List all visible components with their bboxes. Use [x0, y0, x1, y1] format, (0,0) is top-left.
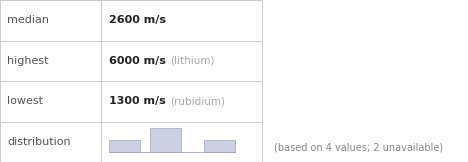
Bar [204, 140, 235, 152]
Text: 1300 m/s: 1300 m/s [109, 96, 166, 106]
Text: 2600 m/s: 2600 m/s [109, 15, 166, 25]
Text: distribution: distribution [7, 137, 71, 147]
Text: highest: highest [7, 56, 49, 66]
Text: (based on 4 values; 2 unavailable): (based on 4 values; 2 unavailable) [274, 142, 443, 152]
Text: 6000 m/s: 6000 m/s [109, 56, 166, 66]
Text: median: median [7, 15, 49, 25]
Text: (rubidium): (rubidium) [170, 96, 225, 106]
Bar [150, 128, 182, 152]
Text: lowest: lowest [7, 96, 43, 106]
Bar [109, 140, 140, 152]
Text: (lithium): (lithium) [170, 56, 214, 66]
